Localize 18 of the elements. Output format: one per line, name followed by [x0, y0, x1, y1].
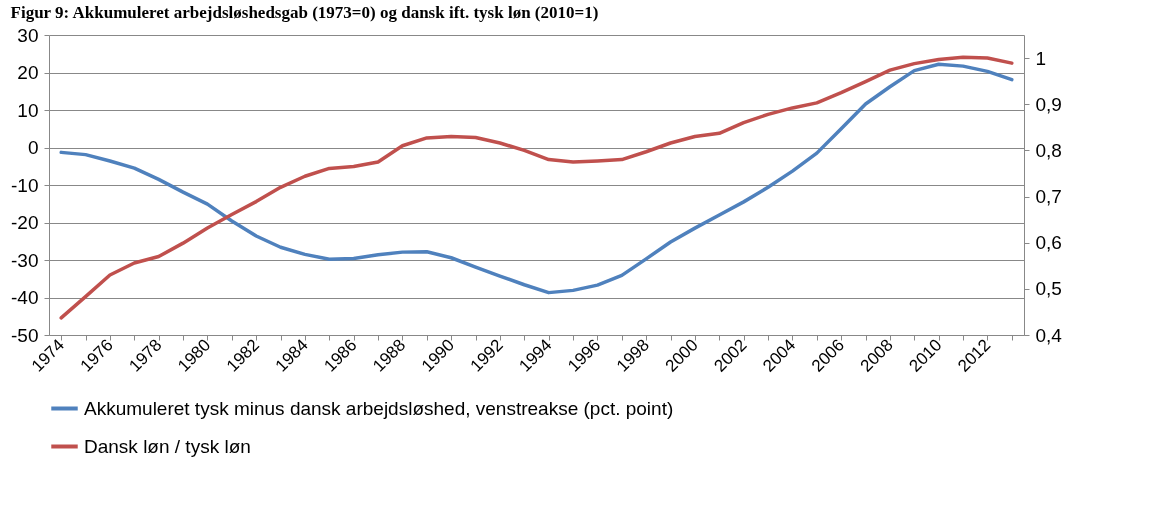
- y-tick-label: 20: [17, 62, 39, 83]
- y2-tick-label: 1: [1035, 47, 1047, 69]
- y2-tick-label: 0,5: [1035, 278, 1062, 300]
- y-tick-label: 0: [27, 137, 39, 158]
- y-tick-label: 10: [17, 99, 39, 121]
- legend-label: Dansk løn / tysk løn: [84, 435, 251, 457]
- y-tick-label: -10: [11, 174, 39, 196]
- y2-tick-label: 0,8: [1035, 139, 1062, 161]
- y-tick-label: 30: [17, 24, 39, 46]
- y-tick-label: -30: [11, 249, 39, 271]
- y2-tick-label: 0,9: [1035, 93, 1062, 115]
- y-tick-label: -20: [11, 212, 39, 233]
- y2-tick-label: 0,6: [1035, 232, 1062, 254]
- y-tick-label: -40: [11, 287, 39, 308]
- y2-tick-label: 0,4: [1035, 324, 1063, 346]
- chart-title: Figur 9: Akkumuleret arbejdsløshedsgab (1973=0) og dansk ift. tysk løn (2010=1): [10, 3, 599, 22]
- y2-tick-label: 0,7: [1035, 186, 1062, 208]
- legend-label: Akkumuleret tysk minus dansk arbejdsløshed, venstreakse (pct. point): [84, 397, 674, 419]
